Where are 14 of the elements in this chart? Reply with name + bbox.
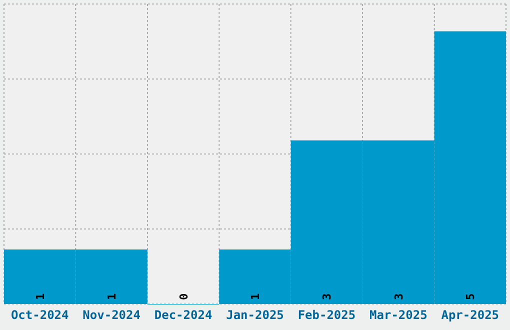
data-label: 1 [106, 293, 119, 300]
x-tick-label: Apr-2025 [441, 308, 500, 322]
x-tick-label: Mar-2025 [370, 308, 428, 322]
x-tick-label: Dec-2024 [154, 308, 212, 322]
x-tick-label: Jan-2025 [226, 308, 284, 322]
data-label: 5 [464, 293, 478, 300]
data-label: 3 [392, 293, 406, 300]
x-tick-label: Oct-2024 [10, 308, 69, 322]
x-tick-label: Nov-2024 [82, 308, 140, 322]
data-label: 1 [249, 293, 262, 300]
data-label: 0 [177, 293, 190, 300]
data-label: 3 [320, 293, 334, 300]
data-label: 1 [34, 293, 47, 300]
x-tick-label: Feb-2025 [298, 308, 356, 322]
